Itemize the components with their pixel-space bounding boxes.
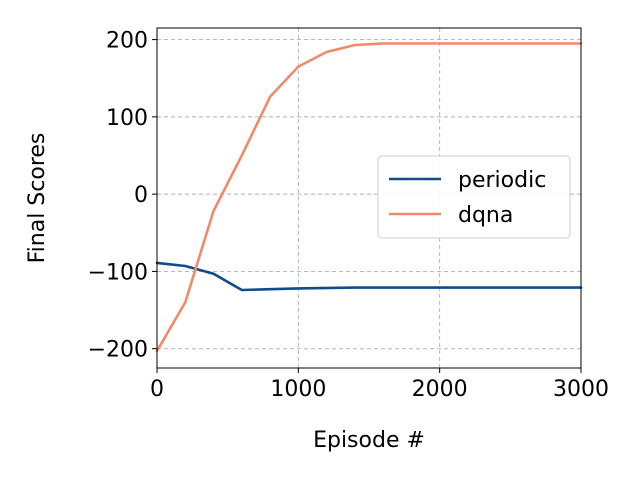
legend: periodic dqna: [377, 155, 571, 239]
y-axis-label: Final Scores: [25, 133, 50, 264]
series-line-dqna: [155, 42, 583, 353]
plot-frame: [156, 27, 582, 369]
x-tick-label: 1000: [270, 377, 326, 402]
y-tick-label: −200: [88, 338, 148, 363]
y-tick-label: 200: [106, 29, 148, 54]
legend-label-periodic: periodic: [458, 168, 546, 193]
y-tick-label: −100: [88, 260, 148, 285]
x-tick-label: 0: [150, 377, 164, 402]
legend-label-dqna: dqna: [458, 203, 513, 228]
series-line-periodic: [155, 261, 583, 292]
x-tick-label: 3000: [553, 377, 609, 402]
axis-ticks: 0 1000 2000 3000 −200 −100 0 100 200: [88, 29, 609, 402]
series-lines: [155, 42, 583, 353]
y-tick-label: 100: [106, 106, 148, 131]
legend-box: [377, 155, 571, 239]
x-axis-label: Episode #: [313, 428, 425, 453]
x-tick-label: 2000: [412, 377, 468, 402]
y-tick-label: 0: [134, 183, 148, 208]
grid: [156, 28, 582, 368]
